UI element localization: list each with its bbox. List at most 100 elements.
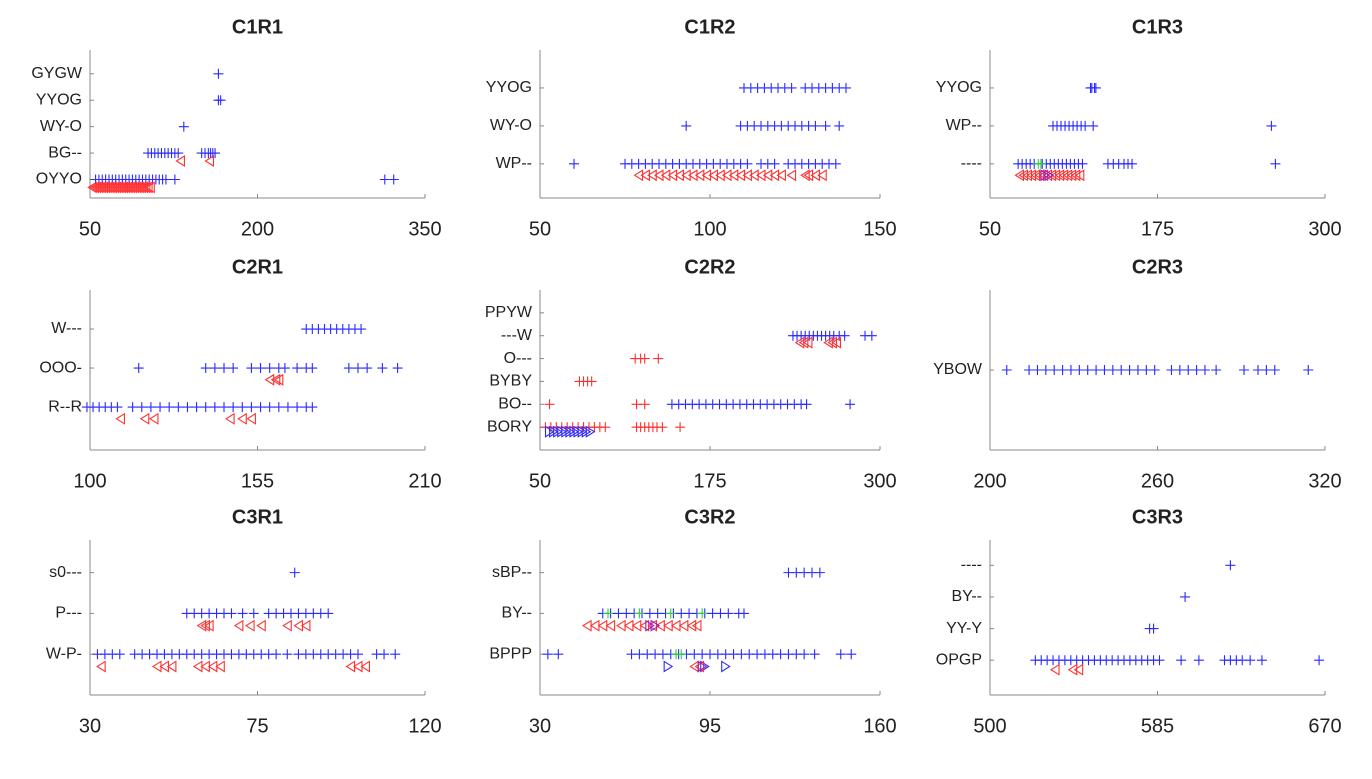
event-marker (215, 660, 225, 673)
event-marker (343, 363, 354, 374)
panel-title: C3R1 (232, 506, 283, 528)
y-tick-label: WY-O (490, 117, 532, 134)
event-marker (640, 169, 650, 182)
y-tick-label: WP-- (946, 117, 982, 134)
y-tick-label: GYGW (31, 65, 83, 82)
event-marker (379, 649, 390, 660)
y-tick-label: O--- (504, 350, 532, 367)
event-marker (742, 169, 752, 182)
event-marker (164, 402, 175, 413)
event-marker (687, 169, 698, 182)
event-marker (209, 363, 220, 374)
event-marker (377, 363, 388, 374)
event-marker (245, 619, 255, 632)
event-marker (653, 169, 664, 182)
event-marker (670, 619, 681, 632)
event-marker (589, 619, 600, 632)
y-tick-label: WY-O (40, 118, 82, 135)
event-marker (155, 402, 166, 413)
event-marker (353, 649, 363, 660)
event-marker (1116, 365, 1127, 375)
event-marker (264, 373, 275, 386)
x-tick-label: 160 (863, 715, 896, 737)
event-marker (215, 95, 226, 106)
event-marker (1199, 365, 1210, 375)
x-tick-label: 100 (73, 470, 106, 492)
event-marker (96, 660, 106, 673)
event-marker (1253, 365, 1263, 375)
y-tick-label: BPPP (489, 645, 532, 662)
x-tick-label: 500 (973, 715, 1006, 737)
event-marker (143, 181, 153, 194)
y-tick-label: YYOG (936, 79, 982, 96)
event-marker (1073, 663, 1084, 676)
event-marker (1074, 365, 1085, 375)
event-marker (307, 363, 318, 374)
event-marker (1044, 169, 1054, 182)
event-marker (1211, 365, 1222, 375)
event-marker (282, 619, 292, 632)
event-marker (289, 567, 300, 578)
event-marker (681, 120, 692, 131)
event-marker (226, 608, 237, 619)
event-marker (178, 121, 189, 132)
event-marker (701, 169, 712, 182)
event-marker (1191, 365, 1202, 375)
event-marker (721, 660, 731, 673)
x-tick-label: 50 (79, 218, 101, 240)
event-marker (1001, 365, 1012, 375)
event-marker (1032, 365, 1043, 375)
event-marker (728, 169, 739, 182)
event-marker (817, 169, 827, 182)
event-marker (237, 608, 248, 619)
event-marker (721, 169, 732, 182)
panel-title: C2R2 (684, 256, 735, 278)
panel-title: C1R1 (232, 16, 283, 38)
event-marker (292, 402, 303, 413)
event-marker (569, 158, 579, 169)
event-marker (694, 660, 705, 673)
event-marker (835, 649, 846, 660)
event-marker (830, 158, 841, 169)
x-tick-label: 30 (529, 715, 551, 737)
y-tick-label: s0--- (49, 564, 82, 581)
event-marker (799, 649, 810, 660)
event-marker (248, 608, 259, 619)
event-marker (749, 169, 759, 182)
event-marker (256, 619, 266, 632)
y-tick-label: BG-- (48, 144, 82, 161)
x-tick-label: 200 (973, 470, 1006, 492)
event-marker (1127, 158, 1138, 169)
event-marker (219, 402, 229, 413)
x-tick-label: 50 (529, 218, 551, 240)
event-marker (694, 169, 705, 182)
event-marker (678, 619, 689, 632)
event-marker (1090, 82, 1101, 93)
event-marker (169, 174, 180, 185)
event-marker (273, 373, 284, 386)
event-marker (200, 402, 211, 413)
event-marker (1141, 365, 1152, 375)
event-marker (866, 330, 877, 341)
event-marker (1149, 365, 1160, 375)
y-tick-label: ---- (961, 155, 982, 172)
event-marker (1148, 623, 1159, 634)
x-tick-label: 350 (408, 218, 441, 240)
event-marker (1303, 365, 1314, 375)
x-tick-label: 260 (1141, 470, 1174, 492)
event-marker (1314, 655, 1325, 666)
event-marker (264, 402, 275, 413)
event-marker (623, 619, 634, 632)
event-marker (1256, 655, 1267, 666)
event-marker (127, 402, 138, 413)
y-tick-label: BORY (487, 418, 532, 435)
y-tick-label: ---- (961, 557, 982, 574)
event-marker (544, 399, 555, 410)
event-marker (191, 402, 202, 413)
x-tick-label: 175 (693, 470, 726, 492)
event-marker (801, 399, 812, 410)
event-marker (697, 660, 708, 673)
event-marker (605, 619, 616, 632)
y-tick-label: YBOW (933, 361, 983, 378)
event-marker (166, 660, 177, 673)
